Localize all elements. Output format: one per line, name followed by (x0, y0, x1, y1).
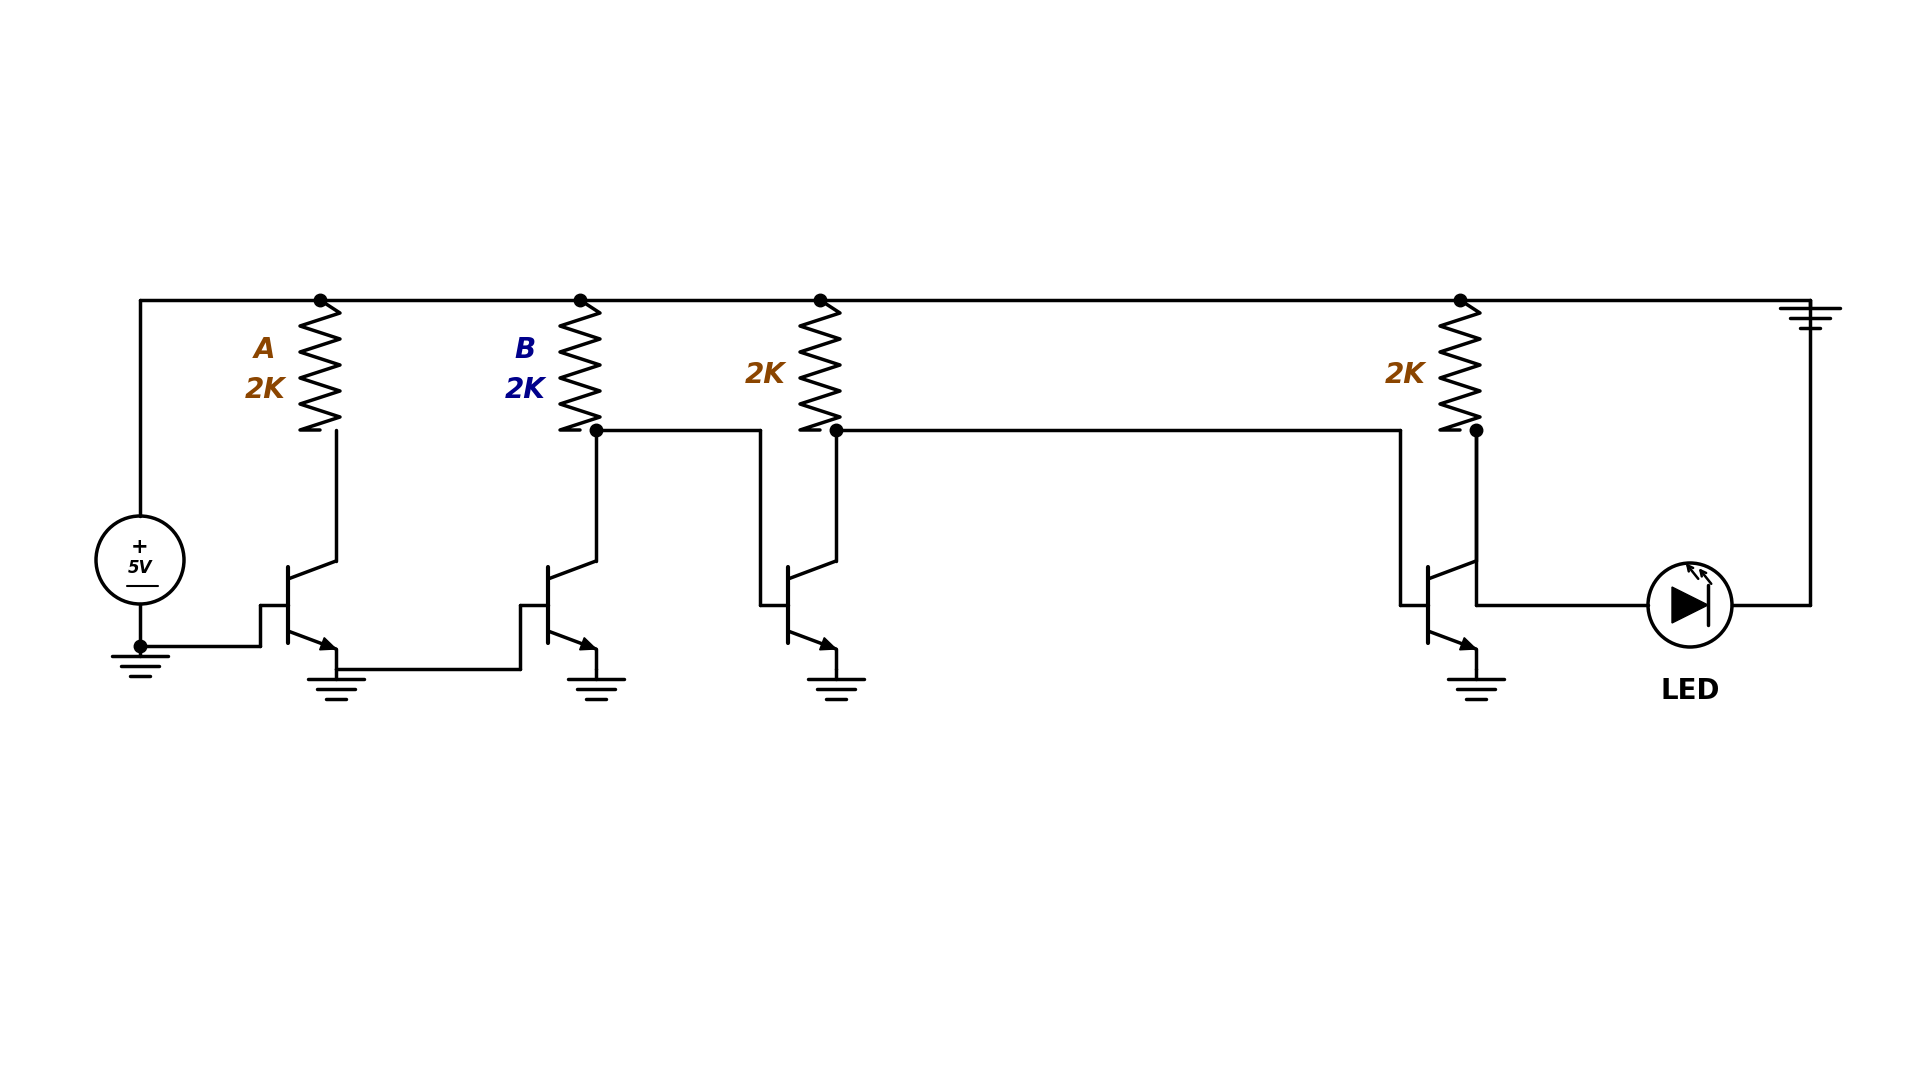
Text: B: B (515, 336, 536, 364)
Polygon shape (319, 637, 336, 650)
Text: A: A (253, 336, 276, 364)
Text: +: + (131, 537, 150, 557)
Text: 2K: 2K (745, 361, 785, 389)
Text: LED: LED (1661, 677, 1720, 705)
Polygon shape (1672, 588, 1709, 623)
Text: 2K: 2K (1384, 361, 1425, 389)
Polygon shape (1459, 637, 1476, 650)
Text: 5V: 5V (129, 559, 152, 577)
Polygon shape (580, 637, 595, 650)
Polygon shape (820, 637, 835, 650)
Text: 2K: 2K (244, 376, 286, 404)
Text: 2K: 2K (505, 376, 545, 404)
